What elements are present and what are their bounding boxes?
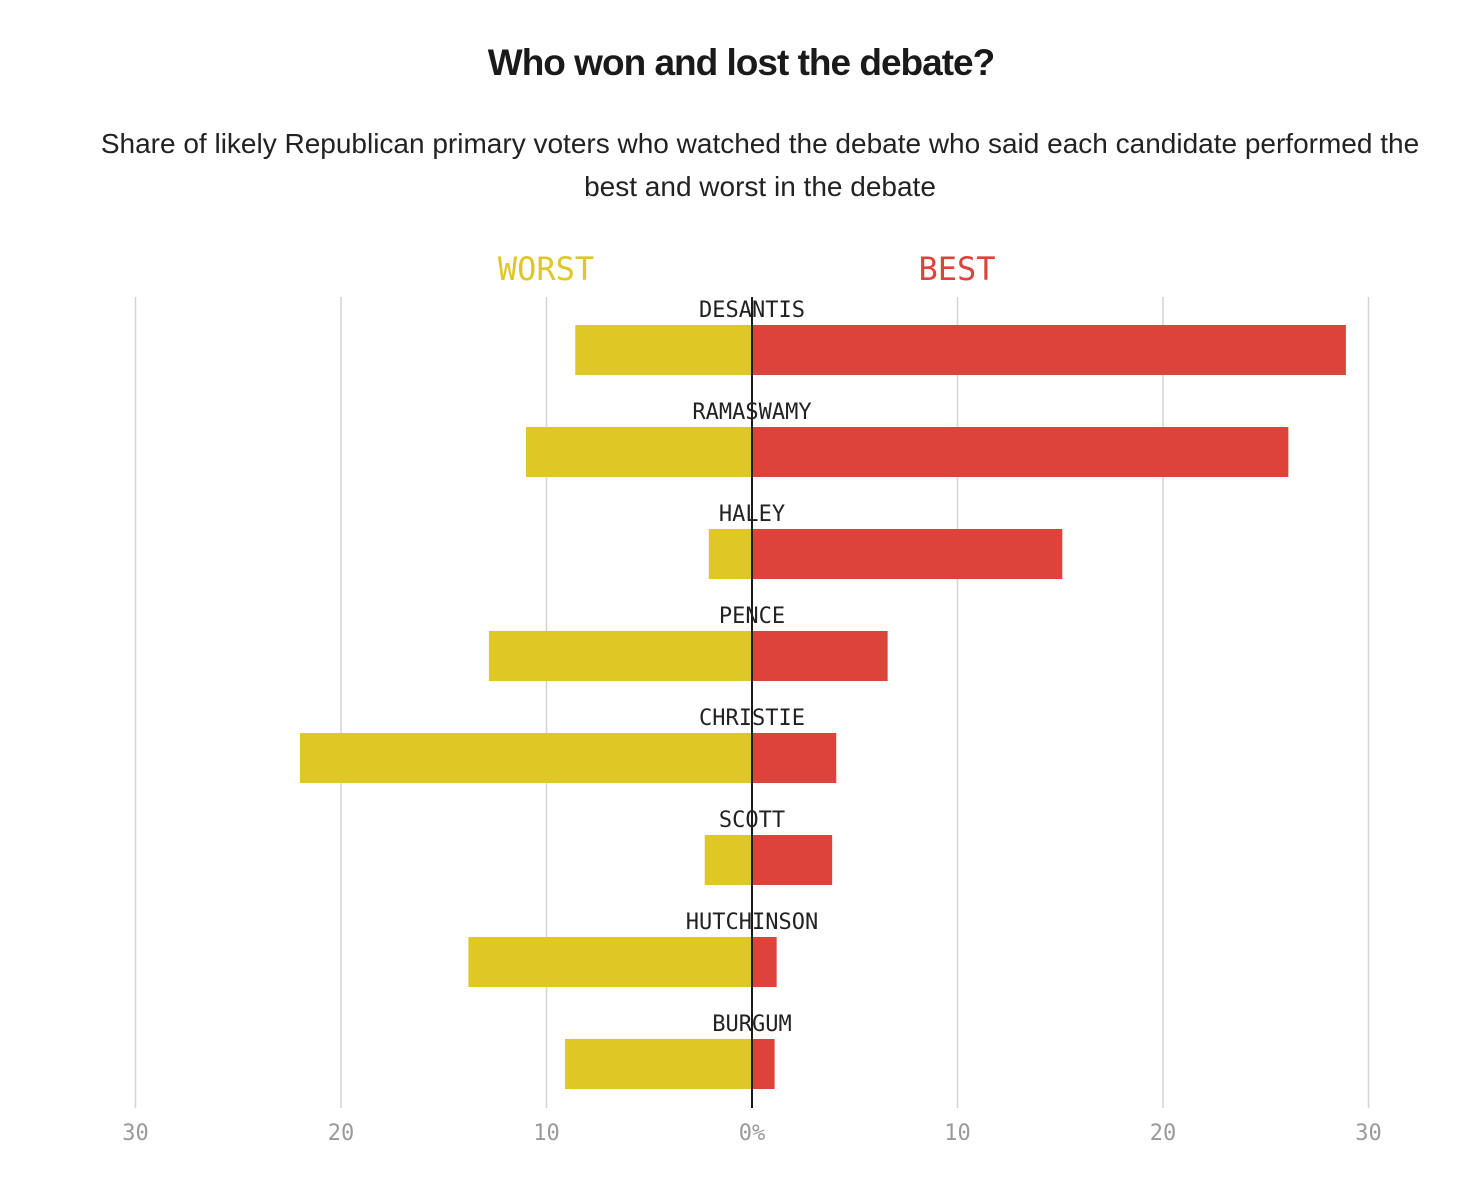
category-label: BURGUM [712, 1012, 791, 1037]
category-label: PENCE [719, 604, 785, 629]
x-tick-label: 10 [944, 1121, 971, 1146]
x-axis-ticks: 30 20 10 0% 10 20 30 [122, 1121, 1382, 1146]
x-tick-label: 30 [1355, 1121, 1382, 1146]
bar-best [752, 733, 837, 783]
bar-best [752, 427, 1289, 477]
bar-best [752, 835, 833, 885]
category-label: HUTCHINSON [686, 910, 818, 935]
bar-best [752, 631, 888, 681]
bar-worst [575, 325, 752, 375]
bar-worst [468, 937, 752, 987]
bar-best [752, 529, 1063, 579]
category-label: RAMASWAMY [692, 400, 811, 425]
category-label: DESANTIS [699, 298, 805, 323]
x-tick-label: 30 [122, 1121, 149, 1146]
bar-best [752, 937, 777, 987]
bar-worst [704, 835, 752, 885]
bar-worst [708, 529, 752, 579]
legend-best: BEST [918, 250, 995, 288]
x-tick-label: 20 [1150, 1121, 1177, 1146]
bars [299, 325, 1346, 1089]
legend-worst: WORST [498, 250, 594, 288]
chart-title: Who won and lost the debate? [487, 42, 995, 83]
bar-worst [299, 733, 752, 783]
bar-worst [564, 1039, 752, 1089]
bar-best [752, 1039, 775, 1089]
category-label: SCOTT [719, 808, 785, 833]
x-tick-label: 10 [533, 1121, 560, 1146]
bar-worst [525, 427, 752, 477]
category-label: CHRISTIE [699, 706, 805, 731]
bar-best [752, 325, 1346, 375]
bar-worst [488, 631, 752, 681]
category-labels: DESANTIS RAMASWAMY HALEY PENCE CHRISTIE SCOTT… [686, 298, 818, 1037]
category-label: HALEY [719, 502, 785, 527]
x-tick-label: 0% [739, 1121, 766, 1146]
legend: WORST BEST [498, 250, 996, 288]
x-tick-label: 20 [328, 1121, 355, 1146]
chart-subtitle: Share of likely Republican primary voter… [100, 128, 1420, 202]
